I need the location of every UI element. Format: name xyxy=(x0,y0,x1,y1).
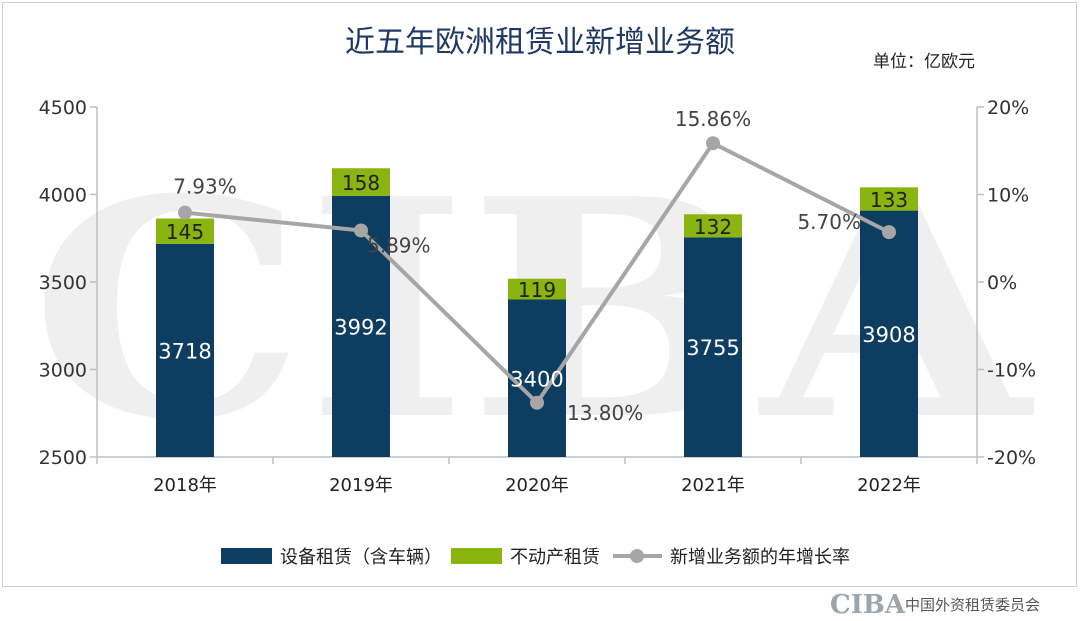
bars xyxy=(156,168,918,457)
bar-equipment xyxy=(156,243,214,457)
bar-real-estate xyxy=(156,218,214,244)
bar-label-equipment: 3400 xyxy=(510,367,563,391)
bar-label-real-estate: 132 xyxy=(694,215,732,239)
growth-point xyxy=(354,223,368,238)
bar-real-estate xyxy=(860,187,918,211)
growth-label: 15.86% xyxy=(675,107,751,131)
bar-label-real-estate: 158 xyxy=(342,171,380,195)
y-tick-right: 10% xyxy=(987,185,1029,207)
x-tick-label: 2018年 xyxy=(153,475,217,496)
growth-label: 7.93% xyxy=(173,175,237,199)
y-tick-left: 2500 xyxy=(39,447,87,469)
legend: 设备租赁（含车辆） 不动产租赁 新增业务额的年增长率 xyxy=(221,547,850,568)
x-tick-label: 2021年 xyxy=(681,475,745,496)
y-tick-right: -20% xyxy=(987,447,1036,469)
unit-label: 单位：亿欧元 xyxy=(873,52,975,72)
bar-label-equipment: 3992 xyxy=(334,315,387,339)
footer-logo: CIBA xyxy=(830,590,906,620)
data-labels: 3718 145 3992 158 3400 119 3755 132 3908 133 7.93%… xyxy=(158,107,915,425)
y-tick-right: 0% xyxy=(987,272,1017,294)
footer-text: 中国外资租赁委员会 xyxy=(905,596,1040,614)
bar-real-estate xyxy=(508,278,566,300)
bar-label-equipment: 3718 xyxy=(158,339,211,363)
bar-equipment xyxy=(508,299,566,457)
y-tick-right: -10% xyxy=(987,360,1036,382)
growth-point xyxy=(882,225,896,240)
y-tick-left: 4000 xyxy=(39,185,87,207)
chart-title: 近五年欧洲租赁业新增业务额 xyxy=(345,25,735,60)
chart-frame xyxy=(2,2,1077,587)
y-tick-left: 3000 xyxy=(39,360,87,382)
bar-label-real-estate: 133 xyxy=(870,188,908,212)
growth-label: 5.89% xyxy=(367,233,431,257)
bar-label-equipment: 3755 xyxy=(686,336,739,360)
legend-label-equipment: 设备租赁（含车辆） xyxy=(280,547,442,568)
bar-label-real-estate: 145 xyxy=(166,220,204,244)
growth-label: 13.80% xyxy=(567,401,643,425)
axes: 2500 3000 3500 4000 4500 -20% -10% 0% 10% 20% 2018… xyxy=(39,97,1036,496)
legend-swatch-equipment xyxy=(221,548,272,564)
y-tick-right: 20% xyxy=(987,97,1029,119)
growth-line xyxy=(178,136,896,410)
legend-label-growth: 新增业务额的年增长率 xyxy=(670,547,850,568)
x-tick-label: 2019年 xyxy=(329,475,393,496)
x-tick-label: 2022年 xyxy=(857,475,921,496)
legend-swatch-real-estate xyxy=(451,548,502,564)
growth-label: 5.70% xyxy=(797,210,861,234)
growth-point xyxy=(706,136,720,151)
legend-swatch-growth-marker xyxy=(630,549,644,563)
growth-point xyxy=(530,395,544,410)
bar-label-equipment: 3908 xyxy=(862,323,915,347)
bar-real-estate xyxy=(684,214,742,238)
y-tick-left: 4500 xyxy=(39,97,87,119)
x-tick-label: 2020年 xyxy=(505,475,569,496)
y-tick-left: 3500 xyxy=(39,272,87,294)
bar-real-estate xyxy=(332,168,390,196)
bar-label-real-estate: 119 xyxy=(518,278,556,302)
bar-equipment xyxy=(332,195,390,457)
legend-label-real-estate: 不动产租赁 xyxy=(510,547,600,568)
growth-point xyxy=(178,205,192,220)
bar-equipment xyxy=(860,210,918,457)
footer: CIBA 中国外资租赁委员会 xyxy=(830,590,1040,620)
bar-equipment xyxy=(684,237,742,457)
